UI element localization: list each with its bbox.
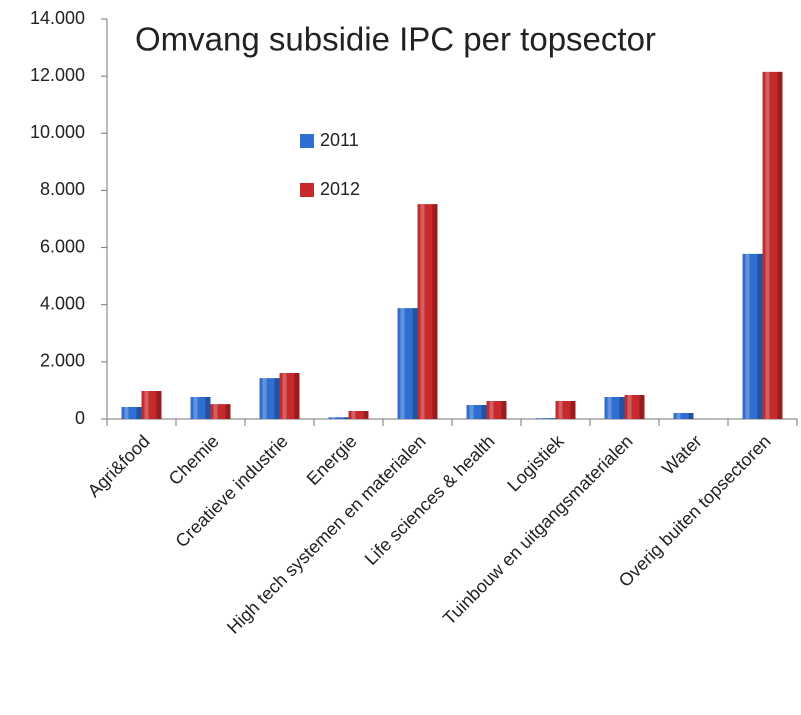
- bar: [397, 308, 418, 419]
- bar-highlight: [213, 404, 218, 419]
- bar-shade: [688, 413, 694, 419]
- bar-highlight: [538, 418, 543, 419]
- bar: [279, 373, 300, 419]
- bar: [141, 391, 162, 419]
- legend-swatch: [300, 134, 314, 148]
- y-tick-label: 0: [75, 408, 85, 428]
- y-tick-label: 14.000: [30, 8, 85, 28]
- legend-label: 2011: [320, 130, 359, 150]
- bar-highlight: [765, 71, 770, 419]
- bar-shade: [294, 373, 300, 419]
- bar: [210, 404, 231, 419]
- bar-highlight: [558, 401, 563, 419]
- chart-title: Omvang subsidie IPC per topsector: [135, 21, 656, 58]
- x-tick-label: Chemie: [165, 431, 223, 489]
- bar: [555, 401, 576, 419]
- x-tick-label: Logistiek: [503, 430, 568, 495]
- bar: [486, 401, 507, 419]
- bar-shade: [363, 411, 369, 419]
- bar: [259, 378, 280, 419]
- bar: [190, 397, 211, 419]
- bar-shade: [225, 404, 231, 419]
- bar-highlight: [469, 405, 474, 419]
- bar-shade: [274, 378, 280, 419]
- bar-shade: [757, 253, 763, 419]
- bar-highlight: [124, 407, 129, 419]
- bar: [535, 418, 556, 419]
- bar-shade: [432, 204, 438, 419]
- x-tick-label: Water: [658, 431, 706, 479]
- bar-highlight: [676, 413, 681, 419]
- y-tick-label: 12.000: [30, 65, 85, 85]
- bar: [673, 413, 694, 419]
- bar-shade: [570, 401, 576, 419]
- y-tick-label: 2.000: [40, 351, 85, 371]
- bar: [466, 405, 487, 419]
- bar-highlight: [351, 411, 356, 419]
- bar-shade: [619, 397, 625, 419]
- x-tick-label: Agri&food: [84, 431, 154, 501]
- bar-highlight: [282, 373, 287, 419]
- bar-shade: [205, 397, 211, 419]
- bar-shade: [412, 308, 418, 419]
- bar-highlight: [745, 253, 750, 419]
- y-tick-label: 6.000: [40, 236, 85, 256]
- bar-shade: [481, 405, 487, 419]
- bar: [624, 395, 645, 419]
- bar-highlight: [400, 308, 405, 419]
- x-tick-label: Life sciences & health: [361, 431, 499, 569]
- bar: [742, 253, 763, 419]
- y-tick-label: 4.000: [40, 293, 85, 313]
- bar-highlight: [627, 395, 632, 419]
- bar: [762, 71, 783, 419]
- bar-highlight: [420, 204, 425, 419]
- bar-shade: [156, 391, 162, 419]
- bar-highlight: [262, 378, 267, 419]
- bar: [328, 417, 349, 419]
- bar-shade: [343, 417, 349, 419]
- bar-highlight: [144, 391, 149, 419]
- x-tick-label: Energie: [303, 431, 361, 489]
- bar: [604, 397, 625, 419]
- legend-swatch: [300, 183, 314, 197]
- bar-shade: [550, 418, 556, 419]
- bar-shade: [136, 407, 142, 419]
- y-tick-label: 10.000: [30, 122, 85, 142]
- legend-label: 2012: [320, 179, 360, 199]
- bar-highlight: [331, 417, 336, 419]
- bar-highlight: [489, 401, 494, 419]
- y-tick-label: 8.000: [40, 179, 85, 199]
- bar-shade: [501, 401, 507, 419]
- bar-highlight: [193, 397, 198, 419]
- bar-shade: [639, 395, 645, 419]
- bar: [348, 411, 369, 419]
- bar-highlight: [607, 397, 612, 419]
- bar: [417, 204, 438, 419]
- bar: [121, 407, 142, 419]
- bar-shade: [777, 71, 783, 419]
